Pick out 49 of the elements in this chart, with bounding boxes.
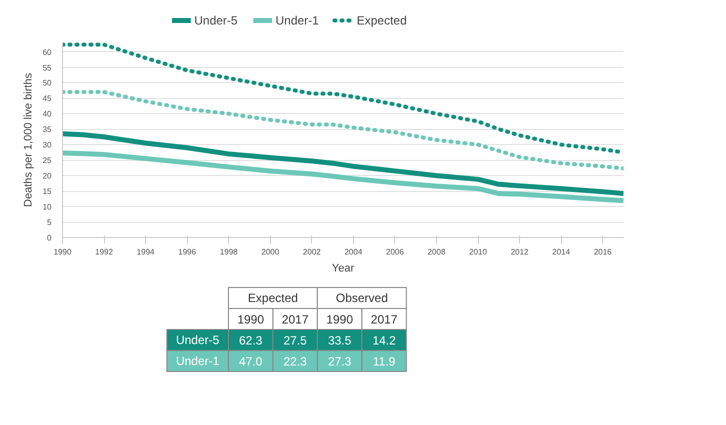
x-tick-label: 1998 bbox=[220, 248, 238, 256]
text: 2017 bbox=[282, 312, 309, 326]
y-tick-label: 35 bbox=[42, 125, 52, 134]
y-tick-label: 0 bbox=[47, 234, 52, 242]
text: 2017 bbox=[370, 312, 398, 326]
x-tick-label: 2008 bbox=[428, 248, 446, 256]
text: 62.3 bbox=[239, 334, 263, 348]
x-tick-label: 1994 bbox=[136, 248, 156, 256]
text: 27.3 bbox=[328, 354, 352, 368]
y-tick-label: 55 bbox=[42, 63, 52, 72]
text: 14.2 bbox=[372, 334, 396, 348]
x-tick-label: 2004 bbox=[344, 248, 363, 256]
x-tick-label: 1996 bbox=[178, 248, 197, 256]
text: 1990 bbox=[326, 312, 354, 326]
text: 27.5 bbox=[283, 334, 308, 348]
x-tick-label: 2012 bbox=[510, 248, 530, 256]
line-series bbox=[62, 90, 624, 170]
legend-label: Under-5 bbox=[194, 14, 238, 28]
y-tick-label: 30 bbox=[42, 140, 52, 150]
x-tick-label: 2002 bbox=[302, 248, 322, 256]
y-tick-label: 10 bbox=[42, 202, 52, 212]
y-tick-label: 20 bbox=[42, 172, 52, 181]
x-tick-label: 1992 bbox=[95, 248, 114, 256]
x-tick-label: 2000 bbox=[261, 248, 280, 256]
x-tick-label: 2014 bbox=[552, 248, 571, 256]
y-tick-label: 5 bbox=[47, 218, 52, 228]
x-tick-label: 1990 bbox=[54, 248, 72, 256]
y-tick-label: 25 bbox=[42, 156, 52, 166]
text: 22.3 bbox=[283, 354, 308, 368]
legend-label: Under-1 bbox=[275, 14, 320, 28]
x-tick-label: 2006 bbox=[386, 248, 404, 256]
x-tick-label: 2016 bbox=[594, 248, 612, 256]
text: 47.0 bbox=[239, 354, 263, 368]
text: Observed bbox=[336, 291, 388, 305]
text: 11.9 bbox=[372, 354, 396, 368]
y-tick-label: 45 bbox=[42, 94, 52, 104]
text: 33.5 bbox=[328, 334, 352, 348]
y-tick-label: 60 bbox=[42, 48, 52, 57]
legend-label: Expected bbox=[356, 14, 407, 28]
x-tick-label: 2010 bbox=[469, 248, 488, 256]
text: 1990 bbox=[237, 312, 264, 326]
y-tick-label: 50 bbox=[42, 78, 52, 88]
y-axis-title: Deaths per 1,000 live births bbox=[22, 72, 35, 207]
x-axis-title: Year bbox=[332, 262, 354, 274]
text: Under-5 bbox=[176, 333, 220, 347]
text: Under-1 bbox=[176, 354, 220, 368]
y-tick-label: 15 bbox=[42, 187, 52, 196]
y-tick-label: 40 bbox=[42, 110, 52, 119]
text: Expected bbox=[248, 291, 298, 305]
